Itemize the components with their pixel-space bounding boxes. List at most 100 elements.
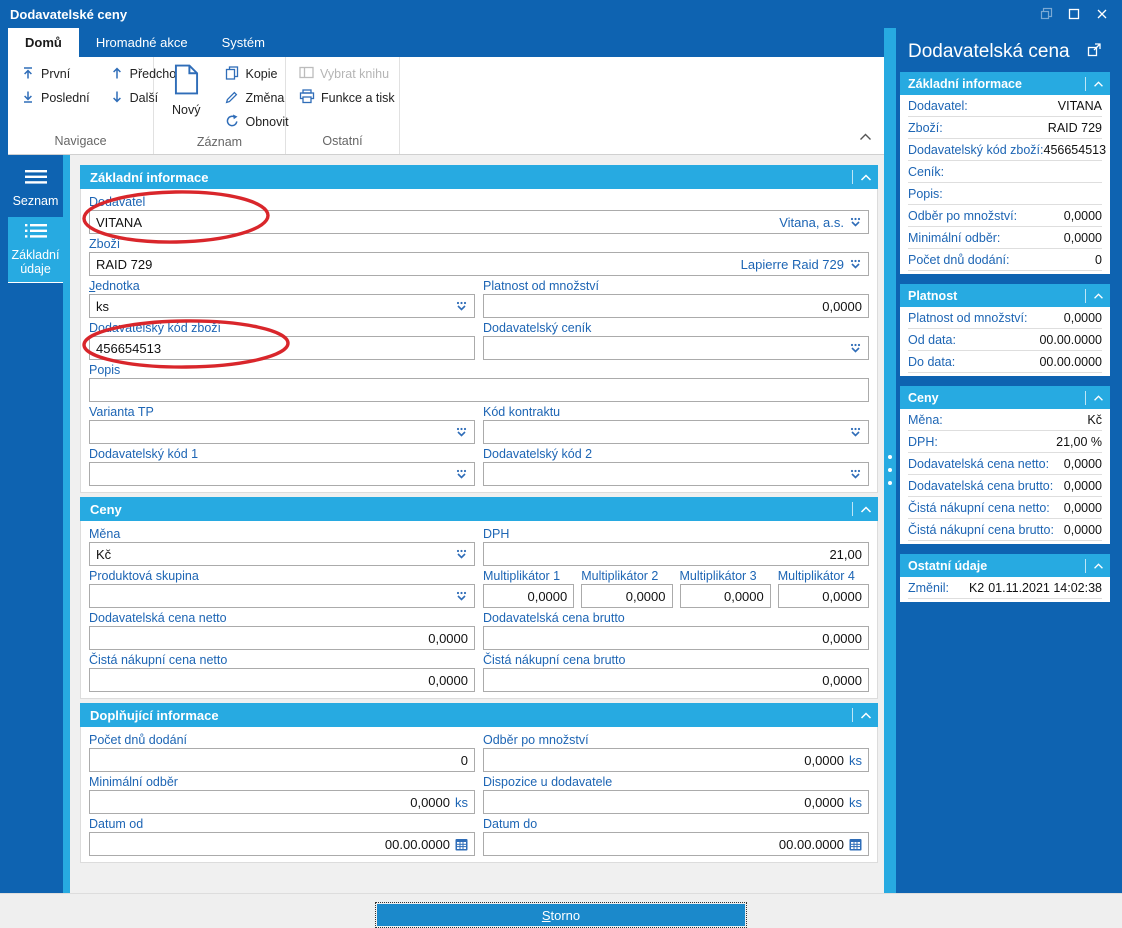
dodavatel-ref: Vitana, a.s.	[779, 214, 844, 230]
calendar-icon[interactable]	[849, 838, 862, 851]
chevron-up-icon[interactable]	[1093, 559, 1104, 573]
dispozice-u-dodavatele-input[interactable]: 0,0000 ks	[483, 790, 869, 814]
lookup-dropdown-icon[interactable]	[849, 426, 862, 439]
dodavatelsky-kod-1-input[interactable]	[89, 462, 475, 486]
tab-domu[interactable]: Domů	[8, 28, 79, 57]
popis-input[interactable]	[89, 378, 869, 402]
panel-splitter[interactable]	[884, 28, 896, 893]
last-button[interactable]: Poslední	[18, 86, 93, 110]
lookup-dropdown-icon[interactable]	[455, 426, 468, 439]
previous-label: Předchozí	[129, 67, 186, 81]
dispozice-u-dodavatele-label: Dispozice u dodavatele	[483, 775, 613, 789]
lookup-dropdown-icon[interactable]	[455, 300, 468, 313]
chevron-up-icon[interactable]	[1093, 391, 1104, 405]
dodavatelsky-cenik-input[interactable]	[483, 336, 869, 360]
cista-nakupni-cena-netto-input[interactable]: 0,0000	[89, 668, 475, 692]
tab-hromadne-akce[interactable]: Hromadné akce	[95, 35, 188, 50]
sidebar-item-seznam[interactable]: Seznam	[8, 161, 63, 217]
multiplikator-2-label: Multiplikátor 2	[581, 569, 659, 583]
copy-button[interactable]: Kopie	[222, 62, 291, 86]
chevron-up-icon[interactable]	[1093, 77, 1104, 91]
section-ceny: Ceny Měna Kč DPH 21,00	[80, 497, 878, 699]
dodavatelsky-kod-2-input[interactable]	[483, 462, 869, 486]
platnost-od-mnozstvi-input[interactable]: 0,0000	[483, 294, 869, 318]
multiplikator-3-label: Multiplikátor 3	[679, 569, 757, 583]
ribbon: První Poslední Předchozí Další	[8, 57, 884, 155]
refresh-label: Obnovit	[245, 115, 289, 129]
lookup-dropdown-icon[interactable]	[849, 342, 862, 355]
change-button[interactable]: Změna	[222, 86, 291, 110]
open-in-window-icon[interactable]	[1087, 41, 1102, 63]
varianta-tp-input[interactable]	[89, 420, 475, 444]
panel-section-platnost: Platnost Platnost od množství: 0,0000 Od …	[900, 284, 1110, 376]
lookup-dropdown-icon[interactable]	[455, 590, 468, 603]
dodavatelska-cena-netto-label: Dodavatelská cena netto	[89, 611, 227, 625]
previous-button[interactable]: Předchozí	[107, 62, 189, 86]
tab-system[interactable]: Systém	[221, 35, 265, 50]
zbozi-input[interactable]: RAID 729 Lapierre Raid 729	[89, 252, 869, 276]
calendar-icon[interactable]	[455, 838, 468, 851]
collapse-ribbon-icon[interactable]	[859, 128, 872, 146]
close-icon[interactable]	[1090, 3, 1114, 24]
panel-row: Popis:	[908, 183, 1102, 205]
section-doplnujici-informace: Doplňující informace Počet dnů dodání 0 …	[80, 703, 878, 863]
dodavatel-input[interactable]: VITANA Vitana, a.s.	[89, 210, 869, 234]
dodavatelsky-cenik-label: Dodavatelský ceník	[483, 321, 592, 335]
dodavatelska-cena-netto-input[interactable]: 0,0000	[89, 626, 475, 650]
kod-kontraktu-input[interactable]	[483, 420, 869, 444]
datum-do-input[interactable]: 00.00.0000	[483, 832, 869, 856]
group-label-zaznam: Záznam	[196, 135, 243, 149]
lookup-dropdown-icon[interactable]	[849, 258, 862, 271]
dodavatel-value: VITANA	[96, 214, 142, 230]
sidebar-item-zakladni-udaje-label: Základní údaje	[11, 247, 60, 276]
odber-po-mnozstvi-input[interactable]: 0,0000 ks	[483, 748, 869, 772]
window-title: Dodavatelské ceny	[10, 6, 128, 22]
jednotka-input[interactable]: ks	[89, 294, 475, 318]
pocet-dnu-dodani-label: Počet dnů dodání	[89, 733, 187, 747]
multiplikator-2-input[interactable]: 0,0000	[581, 584, 673, 608]
panel-row: Platnost od množství: 0,0000	[908, 307, 1102, 329]
dodavatelsky-kod-2-label: Dodavatelský kód 2	[483, 447, 593, 461]
chevron-up-icon[interactable]	[860, 170, 872, 185]
cista-nakupni-cena-brutto-input[interactable]: 0,0000	[483, 668, 869, 692]
pocet-dnu-dodani-input[interactable]: 0	[89, 748, 475, 772]
group-label-navigace: Navigace	[54, 134, 107, 148]
storno-button[interactable]: Storno	[375, 902, 747, 928]
section-title: Doplňující informace	[90, 707, 219, 723]
minimalni-odber-input[interactable]: 0,0000 ks	[89, 790, 475, 814]
sidebar-item-zakladni-udaje[interactable]: Základní údaje	[8, 217, 63, 283]
mena-input[interactable]: Kč	[89, 542, 475, 566]
next-button[interactable]: Další	[107, 86, 189, 110]
zbozi-label: Zboží	[89, 237, 121, 251]
multiplikator-4-input[interactable]: 0,0000	[777, 584, 869, 608]
first-button[interactable]: První	[18, 62, 93, 86]
chevron-up-icon[interactable]	[860, 502, 872, 517]
chevron-up-icon[interactable]	[860, 708, 872, 723]
jednotka-label: Jednotka	[89, 279, 140, 293]
dph-value: 21,00	[829, 546, 862, 562]
lookup-dropdown-icon[interactable]	[455, 548, 468, 561]
lookup-dropdown-icon[interactable]	[455, 468, 468, 481]
maximize-icon[interactable]	[1062, 3, 1086, 24]
dodavatelska-cena-brutto-label: Dodavatelská cena brutto	[483, 611, 625, 625]
lookup-dropdown-icon[interactable]	[849, 468, 862, 481]
dock-window-icon[interactable]	[1034, 3, 1058, 24]
functions-print-button[interactable]: Funkce a tisk	[296, 86, 398, 110]
new-button[interactable]: Nový	[164, 62, 208, 117]
panel-section-zakladni-informace: Základní informace Dodavatel: VITANA Zbož…	[900, 72, 1110, 274]
unit-suffix: ks	[849, 752, 862, 768]
select-book-button: Vybrat knihu	[296, 62, 398, 86]
lookup-dropdown-icon[interactable]	[849, 216, 862, 229]
dph-input[interactable]: 21,00	[483, 542, 869, 566]
chevron-up-icon[interactable]	[1093, 289, 1104, 303]
multiplikator-3-input[interactable]: 0,0000	[679, 584, 771, 608]
multiplikator-1-input[interactable]: 0,0000	[483, 584, 575, 608]
dodavatelska-cena-brutto-input[interactable]: 0,0000	[483, 626, 869, 650]
panel-row: DPH: 21,00 %	[908, 431, 1102, 453]
refresh-button[interactable]: Obnovit	[222, 110, 291, 134]
panel-row: Čistá nákupní cena brutto: 0,0000	[908, 519, 1102, 541]
produktova-skupina-input[interactable]	[89, 584, 475, 608]
datum-od-input[interactable]: 00.00.0000	[89, 832, 475, 856]
dodavatelsky-kod-zbozi-input[interactable]: 456654513	[89, 336, 475, 360]
